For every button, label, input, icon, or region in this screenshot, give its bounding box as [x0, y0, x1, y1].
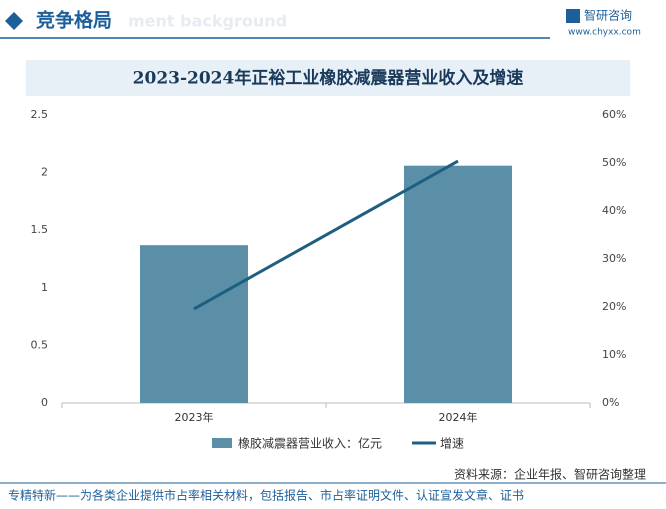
x-tick-label: 2023年	[175, 410, 214, 424]
y2-tick-label: 20%	[602, 300, 626, 313]
slogan: 专精特新——为各类企业提供市占率相关材料，包括报告、市占率证明文件、认证宣发文章…	[8, 488, 524, 503]
y-tick-label: 1.5	[31, 223, 49, 236]
legend-label: 橡胶减震器营业收入：亿元	[238, 436, 382, 451]
y2-tick-label: 40%	[602, 204, 626, 217]
legend-label: 增速	[440, 437, 464, 451]
chart-title: 2023-2024年正裕工业橡胶减震器营业收入及增速	[133, 68, 524, 89]
line	[193, 159, 459, 311]
legend-swatch	[212, 438, 232, 448]
brand-name: 智研咨询	[584, 8, 632, 23]
bar	[404, 165, 512, 403]
y-tick-label: 1	[41, 281, 48, 294]
x-tick-label: 2024年	[439, 410, 478, 424]
y-tick-label: 2	[41, 166, 48, 179]
brand-url: www.chyxx.com	[568, 28, 641, 38]
y2-tick-label: 10%	[602, 348, 626, 361]
y-tick-label: 2.5	[31, 108, 49, 121]
y2-tick-label: 0%	[602, 396, 619, 409]
source-note: 资料来源：企业年报、智研咨询整理	[454, 467, 646, 482]
brand-logo	[566, 9, 580, 23]
header-icon	[5, 12, 23, 30]
title-bar	[26, 60, 630, 96]
y-tick-label: 0.5	[31, 338, 49, 351]
y2-tick-label: 60%	[602, 108, 626, 121]
y-tick-label: 0	[41, 396, 48, 409]
header-watermark: ment background	[128, 12, 287, 31]
header-title: 竞争格局	[36, 9, 112, 32]
y2-tick-label: 50%	[602, 156, 626, 169]
y2-tick-label: 30%	[602, 252, 626, 265]
bar	[140, 245, 248, 403]
